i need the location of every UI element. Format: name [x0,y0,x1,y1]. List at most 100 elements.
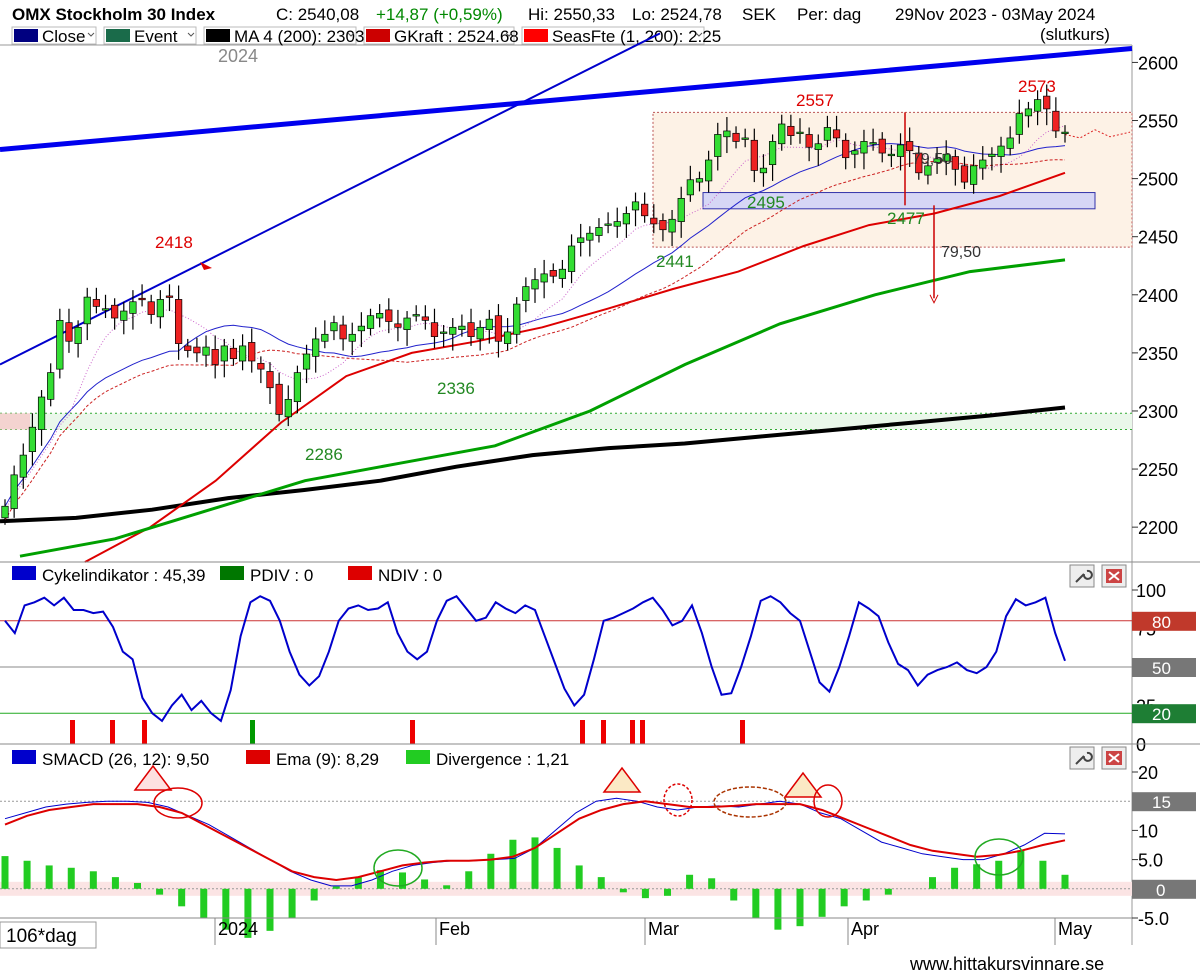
divergence-bar [89,871,97,889]
divergence-bar [332,886,340,889]
candle-body [540,273,548,283]
x-axis: 2024 Feb Mar Apr May [0,917,1132,945]
candle-body [522,286,530,301]
ndiv-marker [410,720,415,744]
divergence-bar [156,888,164,895]
index-title: OMX Stockholm 30 Index [12,5,216,24]
sell-signal-triangle [602,766,642,793]
legend-label: Ema (9): 8,29 [276,750,379,769]
divergence-bar [465,871,473,889]
candle-body [988,153,996,157]
cycle-tick-label: 100 [1136,581,1166,601]
x-tick-label: Mar [648,919,679,939]
divergence-bar [134,882,141,889]
legend-label: Event [134,27,178,46]
chevron-down-icon [695,32,703,37]
candle-body [440,331,448,334]
candle-body [906,141,914,152]
cycle-tick-label: 0 [1136,735,1146,755]
candle-body [750,139,758,171]
candle-body [887,153,895,157]
divergence-bar [641,888,649,899]
price-type: (slutkurs) [1040,25,1110,44]
divergence-bar [951,867,959,889]
legend-swatch [220,566,244,580]
candle-body [284,398,292,418]
divergence-bar [67,867,75,889]
candle-body [321,333,329,342]
candle-body [302,353,311,370]
ma20-line [4,143,1066,507]
chevron-down-icon [87,32,95,37]
cross-circle [813,784,843,818]
badge-0 [1132,879,1196,899]
ndiv-marker [110,720,115,744]
header: OMX Stockholm 30 Index C: 2540,08 +14,87… [12,5,1110,66]
cycle-close-button[interactable] [1101,564,1127,588]
projection-line [1064,129,1131,139]
candle-body [56,319,64,370]
legend-swatch [14,29,38,42]
ndiv-marker [142,720,147,744]
divergence-bar [531,837,539,889]
candle-body [1043,95,1051,110]
macd-close-button[interactable] [1101,746,1127,770]
candle-body [175,299,183,344]
candle-body [156,299,164,318]
cycle-axis: 0255075100805020 [1132,581,1196,755]
divergence-bar [244,888,252,938]
candle-body [47,372,55,400]
divergence-bar [862,888,870,901]
arrow-icon [200,262,212,270]
pdiv-marker [250,720,255,744]
candle-body [193,346,201,354]
legend-label: Close [42,27,85,46]
badge-80-label: 80 [1152,613,1171,632]
candle-body [768,141,777,166]
candle-body [924,165,932,176]
divergence-bar [288,888,296,918]
divergence-bar [774,888,782,930]
candle-body [83,296,91,325]
annotation-trough-2336: 2336 [437,379,475,398]
legend-label: SeasFte (1, 200): 2.25 [552,27,721,46]
candle-body [869,142,877,145]
legend-swatch [406,750,430,764]
box-height-label: 79,50 [912,151,952,168]
candle-body [65,322,73,342]
candle-body [732,132,740,142]
divergence-bar [23,860,31,889]
candle-body [184,345,192,351]
candle-body [896,144,905,157]
cycle-settings-button[interactable] [1069,564,1095,588]
price-tick-label: 2500 [1138,170,1178,190]
candle-body [942,153,950,162]
badge-80 [1132,611,1196,631]
macd-settings-button[interactable] [1069,746,1095,770]
candle-body [101,308,110,311]
candle-body [705,159,713,182]
price-panel: Close Event MA 4 (200): 2303.30 GKraft : 25… [0,26,1178,563]
cycle-legend: Cykelindikator : 45,39 PDIV : 0 NDIV : 0 [12,566,442,585]
website-link[interactable]: www.hittakursvinnare.se [909,954,1104,974]
candle-body [577,237,585,243]
divergence-bar [708,878,716,889]
divergence-bar [354,877,362,889]
ema-line [4,800,1066,882]
annotation-trough-2441: 2441 [656,252,694,271]
projection-label: 79,50 [941,244,981,261]
divergence-bar [818,888,826,917]
high-value: Hi: 2550,33 [528,5,615,24]
cross-circle [663,783,693,817]
divergence-bar [1,856,9,889]
legend-swatch [524,29,548,42]
candle-body [229,347,238,360]
cross-circle [713,786,787,818]
candle-body [28,426,37,452]
candle-body [458,325,466,330]
candle-body [449,326,457,335]
candle-body [357,325,365,332]
macd-panel: SMACD (26, 12): 9,50 Ema (9): 8,29 Diverge… [0,743,1200,945]
candle-body [376,313,384,319]
